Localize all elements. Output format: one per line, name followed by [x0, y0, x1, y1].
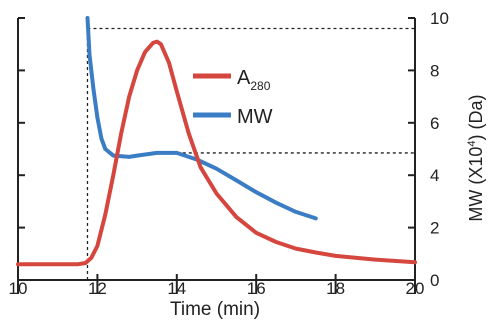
x-tick-label: 16 — [247, 279, 266, 298]
series-line-a280 — [16, 39, 417, 267]
x-axis-label: Time (min) — [170, 299, 260, 320]
y-right-axis-label-superscript: 4 — [466, 140, 478, 146]
x-tick-label: 10 — [9, 279, 28, 298]
y-right-tick-labels: 0 2 4 6 8 10 — [430, 9, 449, 290]
series-line-mw — [85, 16, 318, 221]
x-tick-label: 14 — [167, 279, 186, 298]
y-right-tick-label: 2 — [430, 219, 439, 238]
reference-lines — [86, 18, 415, 280]
y-right-axis-label: MW (X104) (Da) — [466, 94, 486, 221]
legend: A280 MW — [193, 67, 273, 128]
x-tick-label: 12 — [88, 279, 107, 298]
series-layer — [16, 16, 417, 267]
legend-label-mw: MW — [237, 106, 273, 128]
y-right-tick-label: 10 — [430, 9, 449, 28]
x-tick-label: 20 — [406, 279, 425, 298]
x-tick-label: 18 — [326, 279, 345, 298]
y-right-tick-label: 0 — [430, 271, 439, 290]
y-right-tick-label: 8 — [430, 61, 439, 80]
y-right-axis-label-prefix: MW (X10 — [466, 147, 486, 222]
y-right-tick-label: 4 — [430, 166, 439, 185]
x-tick-labels: 10 12 14 16 18 20 — [9, 279, 425, 298]
y-right-tick-label: 6 — [430, 114, 439, 133]
axes — [17, 17, 416, 294]
y-right-axis-label-suffix: ) (Da) — [466, 94, 486, 140]
legend-label-a280: A280 — [237, 67, 271, 93]
